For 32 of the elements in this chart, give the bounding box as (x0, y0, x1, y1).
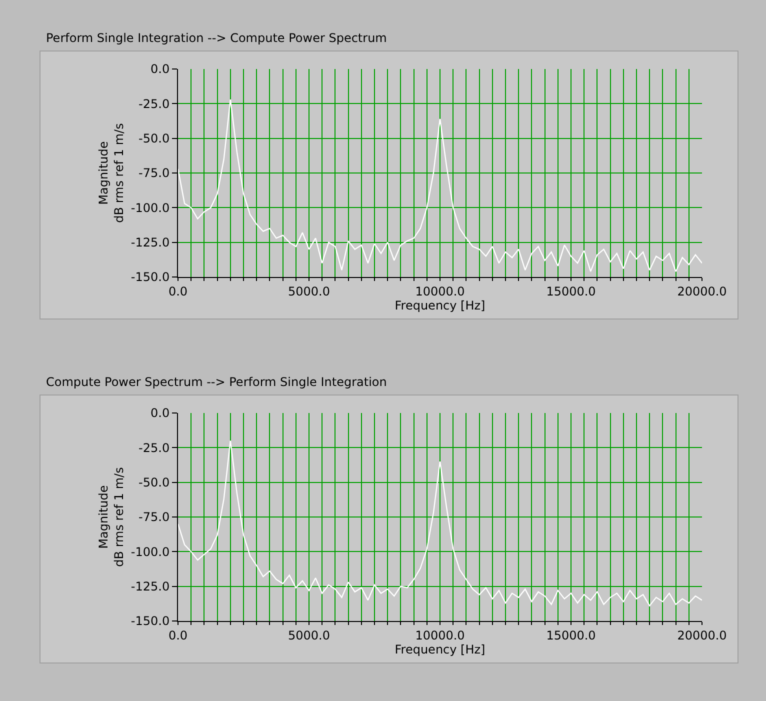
y-tick-label: -50.0 (138, 476, 170, 490)
line-series (178, 440, 702, 606)
x-tick-label: 10000.0 (415, 628, 465, 642)
y-tick-label: -75.0 (138, 510, 170, 524)
y-tick-label: -100.0 (130, 544, 170, 559)
chart-title: Perform Single Integration --> Compute Power Spectrum (46, 31, 387, 45)
y-tick-label: -25.0 (138, 440, 170, 455)
y-tick-label: -100.0 (130, 200, 170, 215)
y-tick-label: -150.0 (130, 270, 170, 284)
y-tick-label: -50.0 (138, 132, 170, 146)
y-tick-label: -125.0 (130, 236, 170, 250)
line-series (178, 98, 702, 272)
x-tick-label: 5000.0 (288, 628, 330, 642)
x-tick-label: 10000.0 (415, 284, 465, 298)
y-tick-label: -125.0 (130, 580, 170, 594)
x-tick-label: 15000.0 (546, 284, 596, 298)
x-tick-label: 20000.0 (677, 628, 727, 642)
x-axis-title: Frequency [Hz] (394, 642, 486, 656)
chart-title: Compute Power Spectrum --> Perform Single Integration (46, 375, 387, 389)
y-tick-label: 0.0 (150, 62, 170, 76)
y-tick-label: -75.0 (138, 166, 170, 180)
x-tick-label: 20000.0 (677, 284, 727, 298)
y-axis-title: Magnitude dB rms ref 1 m/s (96, 467, 126, 567)
y-tick-label: -25.0 (138, 96, 170, 111)
x-tick-label: 0.0 (168, 284, 188, 298)
y-tick-label: -150.0 (130, 614, 170, 628)
y-axis-title: Magnitude dB rms ref 1 m/s (96, 123, 126, 223)
x-tick-label: 0.0 (168, 628, 188, 642)
x-tick-label: 15000.0 (546, 628, 596, 642)
y-tick-label: 0.0 (150, 406, 170, 420)
x-tick-label: 5000.0 (288, 284, 330, 298)
x-axis-title: Frequency [Hz] (394, 298, 486, 312)
